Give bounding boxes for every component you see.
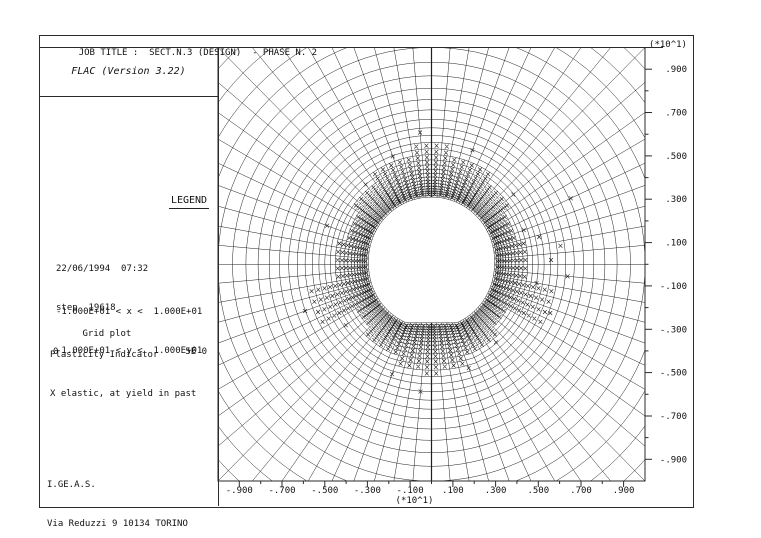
plasticity-legend: Plasticity Indicator X elastic, at yield… [50,323,196,427]
org-address: Via Reduzzi 9 10134 TORINO [47,519,188,529]
svg-text:-.300: -.300 [660,325,687,335]
svg-text:-.500: -.500 [660,369,687,379]
svg-text:.300: .300 [665,195,687,205]
svg-text:(*10^1): (*10^1) [396,496,434,506]
svg-text:.500: .500 [527,486,549,496]
x-range: -1.000E+01 < x < 1.000E+01 [56,307,203,317]
svg-text:.500: .500 [665,152,687,162]
axis-ticks [238,68,652,487]
svg-text:-.700: -.700 [268,486,295,496]
run-stamp: 22/06/1994 07:32 step 19618 [56,237,148,341]
legend-panel: FLAC (Version 3.22) LEGEND 22/06/1994 07… [39,47,219,529]
page-border [39,35,694,508]
plasticity-marks [302,130,573,394]
flac-version-box: FLAC (Version 3.22) [39,47,218,97]
mesh [218,47,645,481]
svg-text:.900: .900 [665,65,687,75]
scale-min-label: 0 [53,347,59,357]
svg-text:-.100: -.100 [397,486,424,496]
svg-text:-.700: -.700 [660,412,687,422]
plot-type-label: Grid plot [82,329,132,339]
plasticity-item: X elastic, at yield in past [50,389,197,399]
svg-text:.700: .700 [570,486,592,496]
svg-text:.100: .100 [442,486,464,496]
svg-text:-.100: -.100 [660,282,687,292]
svg-text:.900: .900 [613,486,635,496]
step-counter: step 19618 [56,303,116,313]
org-info: I.GE.A.S. Via Reduzzi 9 10134 TORINO [47,453,188,538]
title-bar: JOB TITLE : SECT.N.3 (DESIGN) - PHASE N.… [39,35,663,58]
org-name: I.GE.A.S. [47,480,96,490]
svg-text:-.900: -.900 [226,486,253,496]
mesh-spokes [218,47,645,481]
svg-text:-.300: -.300 [354,486,381,496]
svg-text:.700: .700 [665,109,687,119]
y-range: -1.000E+01 < y < 1.000E+01 [56,346,203,356]
svg-text:(*10^1): (*10^1) [649,40,687,50]
flac-version-text: FLAC (Version 3.22) [71,66,186,77]
axis-labels: -.900 -.900 -.700 -.700 -.500 -.500 -.300 -.300… [226,40,687,506]
plasticity-title: Plasticity Indicator [50,350,159,360]
window-ranges: -1.000E+01 < x < 1.000E+01 -1.000E+01 < … [56,280,202,384]
scale-max-label: 5E 0 [185,347,207,357]
svg-text:.100: .100 [665,239,687,249]
timestamp: 22/06/1994 07:32 [56,264,149,274]
svg-text:-.500: -.500 [311,486,338,496]
svg-text:.300: .300 [485,486,507,496]
job-title: JOB TITLE : SECT.N.3 (DESIGN) - PHASE N.… [78,48,318,58]
svg-text:-.900: -.900 [660,455,687,465]
legend-title: LEGEND [139,195,239,209]
